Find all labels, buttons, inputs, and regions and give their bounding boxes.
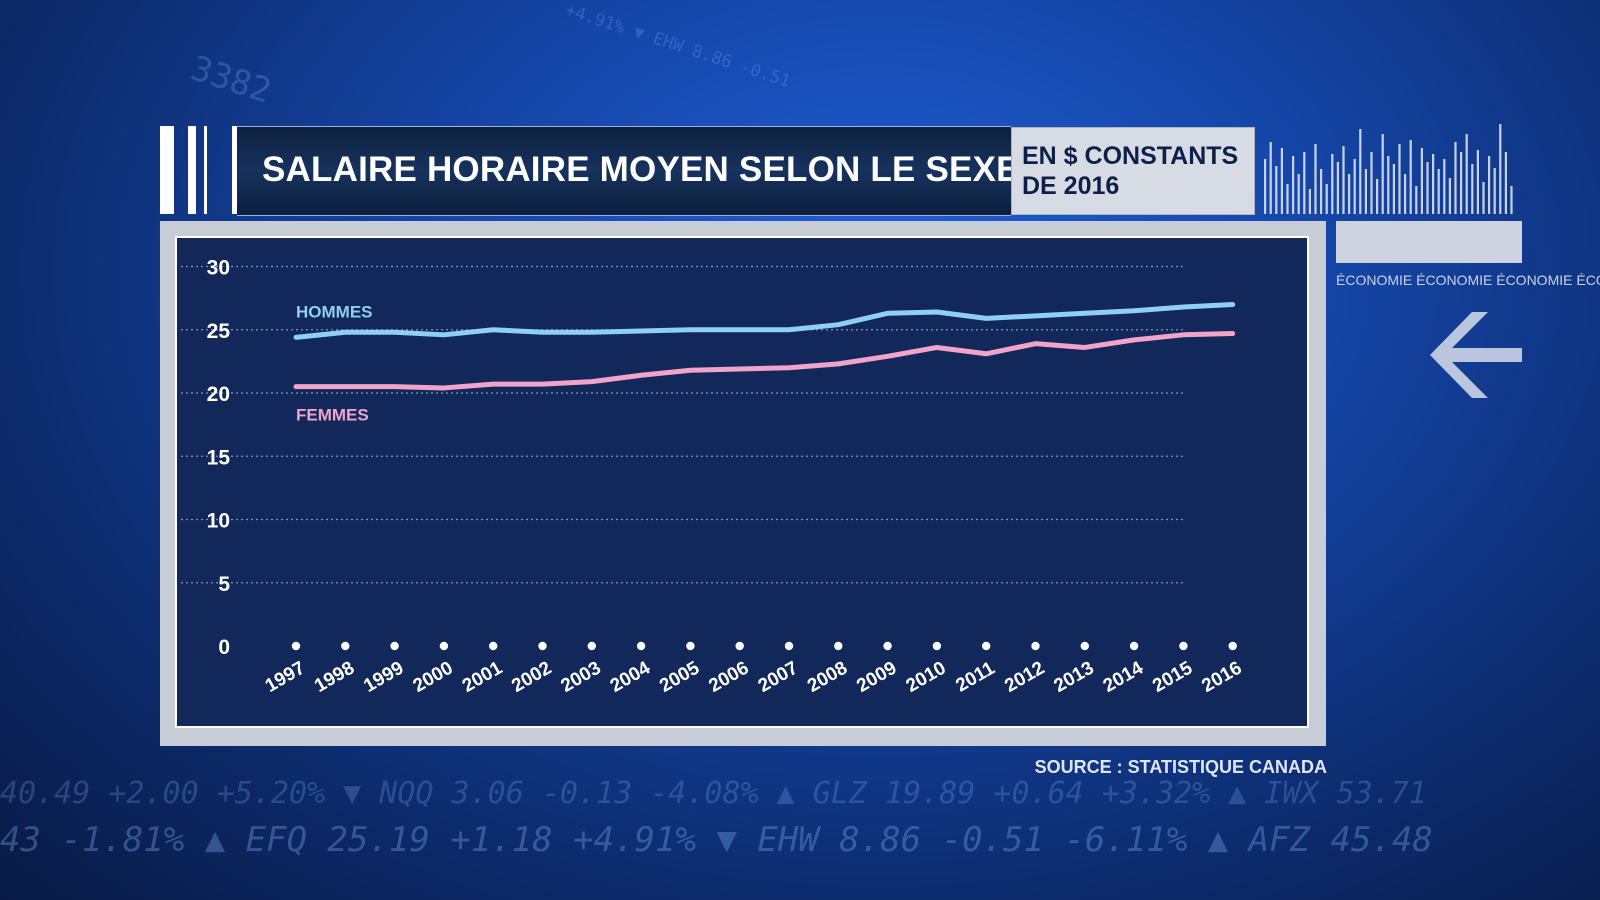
- stock-ticker-line-2: 43 -1.81% ▲ EFQ 25.19 +1.18 +4.91% ▼ EHW…: [0, 820, 1433, 860]
- x-tick-label: 2000: [410, 658, 457, 697]
- x-tick-label: 2011: [952, 658, 999, 697]
- series-label-femmes: FEMMES: [296, 406, 369, 425]
- x-tick-label: 2014: [1100, 657, 1147, 697]
- x-tick-label: 2002: [508, 658, 555, 697]
- x-axis-dot: [439, 641, 449, 651]
- x-axis-dot: [686, 641, 695, 651]
- x-axis-dot: [1228, 641, 1237, 651]
- background-ticker: +4.91% ▼ EHW 8.86 -0.51: [562, 0, 793, 92]
- x-tick-label: 2006: [705, 658, 752, 697]
- x-axis-dot: [1179, 641, 1188, 651]
- y-tick-label: 25: [207, 320, 231, 343]
- source-note: SOURCE : STATISTIQUE CANADA: [1034, 757, 1327, 777]
- economie-label: ÉCONOMIE ÉCONOMIE ÉCONOMIE ÉCONO: [1336, 272, 1600, 288]
- side-bar: [1336, 221, 1522, 263]
- x-axis-dot: [489, 641, 498, 651]
- y-tick-label: 15: [207, 446, 231, 469]
- x-axis-dot: [587, 641, 596, 651]
- line-chart: 0 5 10 15 20 25 30 1997 1998 1999 2000 2001 2002 2003…: [181, 257, 1246, 697]
- x-tick-label: 2012: [1001, 658, 1048, 697]
- x-tick-label: 2009: [853, 658, 900, 697]
- x-axis-dot: [636, 641, 646, 651]
- x-tick-label: 2005: [656, 657, 703, 697]
- series-label-hommes: HOMMES: [296, 302, 373, 321]
- x-tick-label: 2015: [1149, 657, 1196, 697]
- x-axis-dot: [291, 641, 301, 651]
- chart-title: SALAIRE HORAIRE MOYEN SELON LE SEXE: [262, 150, 1020, 189]
- x-tick-label: 2013: [1050, 658, 1097, 697]
- x-axis-dot: [982, 641, 991, 651]
- x-tick-label: 1998: [311, 658, 358, 697]
- y-tick-label: 10: [207, 510, 230, 533]
- x-axis-dot: [538, 641, 547, 651]
- x-tick-label: 2008: [804, 658, 851, 697]
- y-tick-label: 30: [207, 257, 230, 280]
- unit-box: [1011, 127, 1255, 215]
- equalizer-decoration: [1264, 124, 1513, 214]
- x-axis-dot: [834, 641, 843, 651]
- x-tick-label: 1999: [360, 658, 407, 697]
- x-axis-dot: [932, 641, 942, 651]
- arrow-left-icon: [1430, 312, 1522, 398]
- background-number: 3382: [185, 48, 277, 112]
- x-tick-label: 2016: [1198, 658, 1245, 697]
- x-axis-dot: [1129, 641, 1139, 651]
- x-tick-label: 2010: [903, 658, 950, 697]
- series-line-hommes: [293, 301, 1236, 340]
- y-tick-label: 5: [218, 573, 230, 596]
- x-axis-dot: [1031, 641, 1040, 651]
- x-tick-label: 2003: [557, 658, 604, 697]
- x-tick-label: 2001: [459, 657, 506, 697]
- x-axis-dot: [341, 641, 350, 651]
- x-axis-dot: [784, 641, 794, 651]
- x-tick-label: 2007: [755, 658, 802, 697]
- stock-ticker-line-1: 40.49 +2.00 +5.20% ▼ NQQ 3.06 -0.13 -4.0…: [0, 776, 1427, 811]
- series-line-femmes: [293, 331, 1236, 391]
- x-axis-dot: [883, 641, 892, 651]
- y-tick-label: 20: [207, 383, 230, 406]
- x-axis-dot: [1080, 641, 1089, 651]
- unit-label-line-2: DE 2016: [1022, 172, 1120, 200]
- title-banner: [237, 126, 1011, 216]
- x-axis-dot: [390, 641, 399, 651]
- x-tick-label: 1997: [262, 658, 309, 697]
- y-tick-label: 0: [218, 636, 230, 659]
- x-tick-label: 2004: [607, 657, 654, 697]
- unit-label-line-1: EN $ CONSTANTS: [1022, 142, 1239, 170]
- x-axis-dot: [735, 641, 744, 651]
